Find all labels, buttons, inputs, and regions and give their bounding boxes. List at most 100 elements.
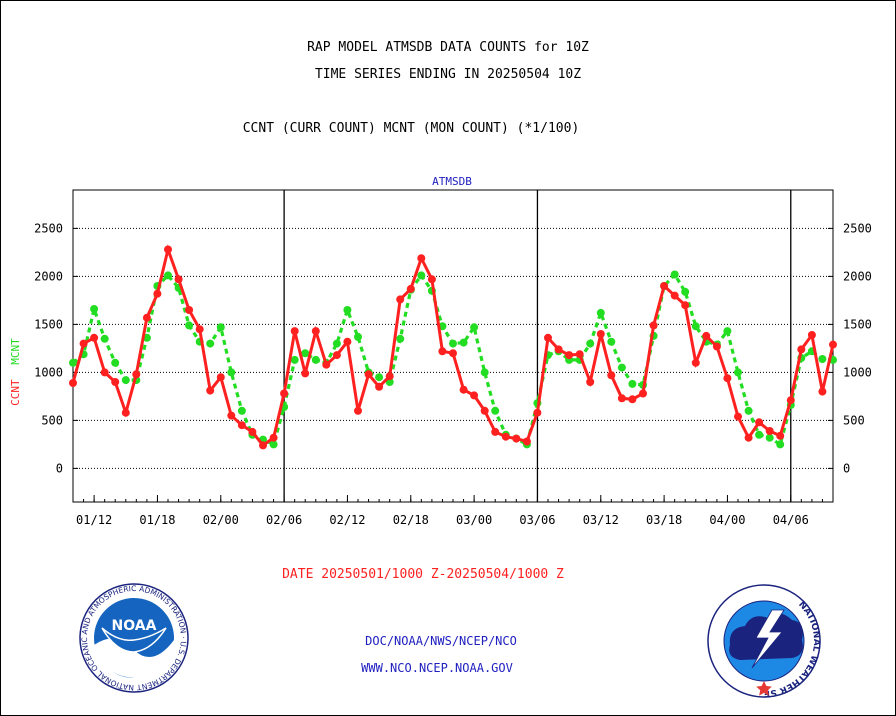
ccnt-data-point bbox=[734, 412, 742, 421]
y-tick-label-right: 1500 bbox=[843, 317, 872, 331]
y-tick-label-right: 1000 bbox=[843, 365, 872, 379]
ccnt-data-point bbox=[607, 371, 616, 380]
ccnt-data-point bbox=[195, 325, 204, 334]
ccnt-data-point bbox=[480, 406, 489, 415]
ccnt-data-point bbox=[596, 330, 605, 338]
ccnt-data-point bbox=[723, 374, 732, 383]
ccnt-data-point bbox=[417, 254, 426, 263]
ccnt-data-point bbox=[132, 370, 141, 379]
ccnt-data-point bbox=[681, 301, 690, 310]
mcnt-data-point bbox=[723, 327, 732, 336]
y-tick-label-left: 2500 bbox=[34, 221, 63, 235]
x-tick-label: 02/00 bbox=[203, 513, 239, 527]
chart-title-line1: RAP MODEL ATMSDB DATA COUNTS for 10Z bbox=[307, 40, 589, 55]
y-tick-label-right: 2000 bbox=[843, 269, 872, 283]
ccnt-data-point bbox=[153, 289, 162, 298]
mcnt-data-point bbox=[301, 349, 310, 358]
ccnt-data-point bbox=[522, 437, 531, 446]
ccnt-data-point bbox=[491, 427, 500, 436]
ccnt-data-point bbox=[554, 345, 563, 354]
nws-star-icon bbox=[756, 681, 772, 696]
mcnt-data-point bbox=[206, 339, 215, 348]
x-tick-label: 03/12 bbox=[583, 513, 619, 527]
mcnt-data-point bbox=[586, 339, 595, 348]
ccnt-data-point bbox=[691, 358, 700, 367]
ccnt-data-point bbox=[544, 333, 552, 342]
y-tick-label-right: 0 bbox=[843, 461, 850, 475]
ccnt-data-point bbox=[280, 389, 289, 398]
plot-area: 0 0 500 500 1000 1000 1500 1500 2000 2000 2500 2500… bbox=[34, 189, 872, 527]
y-tick-label-right: 500 bbox=[843, 413, 865, 427]
ccnt-data-point bbox=[807, 331, 816, 339]
mcnt-data-point bbox=[311, 355, 320, 364]
x-tick-label: 02/18 bbox=[393, 513, 429, 527]
ccnt-data-point bbox=[142, 313, 151, 322]
noaa-logo-label: NOAA bbox=[112, 618, 157, 634]
mcnt-data-point bbox=[765, 433, 774, 442]
ccnt-data-point bbox=[512, 434, 521, 443]
ccnt-data-point bbox=[227, 411, 236, 420]
mcnt-data-point bbox=[617, 363, 626, 372]
ccnt-data-point bbox=[818, 387, 827, 396]
mcnt-data-point bbox=[69, 358, 77, 367]
mcnt-data-point bbox=[755, 430, 764, 439]
ccnt-data-point bbox=[90, 333, 99, 342]
mcnt-data-point bbox=[121, 376, 130, 385]
mcnt-data-point bbox=[470, 323, 479, 332]
ccnt-data-point bbox=[364, 370, 373, 379]
ccnt-data-point bbox=[206, 386, 215, 395]
mcnt-data-point bbox=[681, 287, 690, 296]
ccnt-data-point bbox=[248, 427, 257, 436]
ccnt-data-point bbox=[786, 396, 795, 405]
mcnt-data-point bbox=[491, 406, 500, 415]
ccnt-data-point bbox=[660, 282, 669, 290]
x-tick-label: 03/00 bbox=[456, 513, 492, 527]
ccnt-data-point bbox=[406, 284, 415, 293]
ccnt-data-point bbox=[649, 321, 658, 330]
ccnt-data-point bbox=[100, 368, 109, 377]
mcnt-data-point bbox=[343, 306, 352, 314]
ccnt-data-point bbox=[111, 378, 120, 386]
x-tick-label: 02/06 bbox=[266, 513, 302, 527]
ccnt-data-point bbox=[343, 337, 352, 346]
ccnt-data-point bbox=[639, 389, 647, 398]
x-tick-label: 03/18 bbox=[646, 513, 682, 527]
ccnt-data-point bbox=[617, 394, 626, 403]
ccnt-data-point bbox=[702, 331, 711, 340]
date-range-label: DATE 20250501/1000 Z-20250504/1000 Z bbox=[282, 567, 564, 582]
ccnt-data-point bbox=[438, 347, 447, 356]
x-tick-label: 01/12 bbox=[76, 513, 112, 527]
mcnt-data-point bbox=[607, 337, 616, 346]
ccnt-data-point bbox=[628, 395, 637, 404]
mcnt-data-point bbox=[480, 368, 489, 377]
ccnt-data-point bbox=[185, 306, 194, 314]
mcnt-data-point bbox=[776, 440, 785, 449]
mcnt-data-point bbox=[354, 332, 362, 341]
mcnt-data-point bbox=[818, 355, 827, 363]
y-axis-label-ccnt: CCNT bbox=[9, 379, 22, 406]
mcnt-data-point bbox=[628, 379, 637, 388]
x-tick-label: 04/00 bbox=[709, 513, 745, 527]
ccnt-data-point bbox=[375, 382, 384, 391]
mcnt-data-point bbox=[237, 406, 246, 415]
ccnt-data-point bbox=[744, 433, 753, 442]
ccnt-data-point bbox=[121, 408, 130, 417]
mcnt-data-point bbox=[164, 271, 172, 280]
ccnt-data-point bbox=[533, 408, 542, 417]
org-line1: DOC/NOAA/NWS/NCEP/NCO bbox=[365, 634, 517, 648]
mcnt-data-point bbox=[734, 368, 742, 377]
mcnt-data-point bbox=[90, 305, 99, 313]
mcnt-data-point bbox=[459, 338, 468, 347]
ccnt-data-point bbox=[332, 351, 341, 360]
mcnt-data-point bbox=[185, 321, 194, 330]
mcnt-data-point bbox=[216, 323, 225, 332]
y-axis-label-mcnt: MCNT bbox=[9, 338, 22, 365]
mcnt-data-point bbox=[227, 368, 236, 377]
mcnt-data-point bbox=[332, 339, 341, 348]
y-tick-label-left: 1500 bbox=[34, 317, 63, 331]
ccnt-data-point bbox=[586, 378, 595, 386]
ccnt-data-point bbox=[501, 432, 510, 441]
ccnt-data-point bbox=[449, 349, 457, 358]
org-line2: WWW.NCO.NCEP.NOAA.GOV bbox=[361, 661, 513, 675]
